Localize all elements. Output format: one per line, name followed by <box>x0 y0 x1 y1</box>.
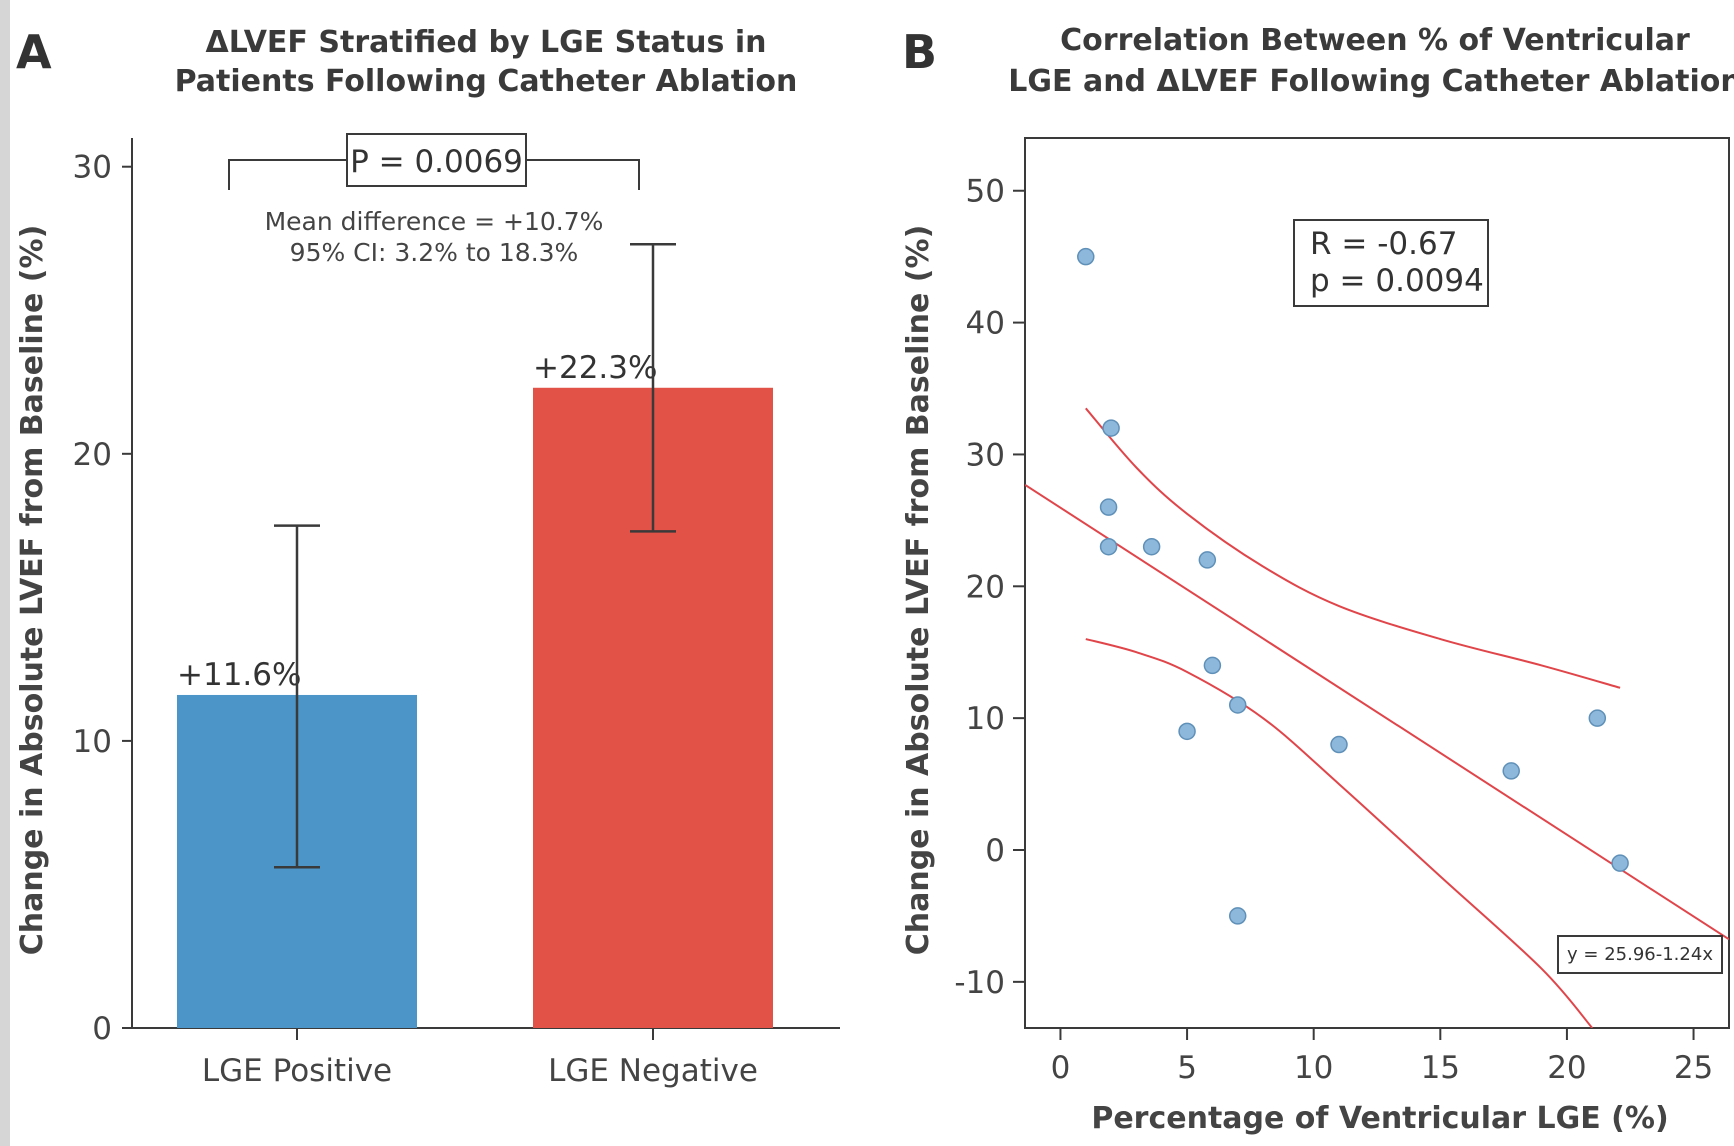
y-tick-label: 30 <box>966 437 1005 473</box>
y-tick-label: 50 <box>966 174 1005 210</box>
y-tick-label: 10 <box>966 701 1005 737</box>
y-tick-label: 20 <box>73 437 112 473</box>
data-point <box>1203 656 1222 675</box>
data-point <box>1077 247 1095 266</box>
y-tick-label: 0 <box>985 833 1005 869</box>
plot-frame <box>1024 137 1730 1029</box>
correlation-r-value: R = -0.67 <box>1310 226 1457 262</box>
x-tick-label: 0 <box>1051 1050 1071 1086</box>
panel-a-title-line2: Patients Following Catheter Ablation <box>175 64 798 99</box>
y-tick-label: 40 <box>966 306 1005 342</box>
chart-canvas: A ΔLVEF Stratified by LGE Status in Pati… <box>15 23 1734 1136</box>
panel-a-y-axis-label: Change in Absolute LVEF from Baseline (%… <box>15 225 50 956</box>
panel-a-mean-difference-note: Mean difference = +10.7% <box>265 207 604 236</box>
y-tick-label: -10 <box>954 965 1005 1001</box>
figure: A ΔLVEF Stratified by LGE Status in Pati… <box>10 0 1734 1146</box>
significance-bracket-left <box>228 159 347 190</box>
x-tick-label: 5 <box>1177 1050 1197 1086</box>
data-point <box>1198 551 1217 569</box>
data-point <box>1102 419 1120 437</box>
x-tick-label: 15 <box>1421 1050 1460 1086</box>
data-point <box>1228 696 1247 714</box>
panel-b-title-line1: Correlation Between % of Ventricular <box>1060 23 1690 58</box>
x-category-label: LGE Negative <box>548 1053 758 1089</box>
panel-a-plot: 0 10 20 30 LGE Positive +11.6% LGE Negative +22… <box>73 133 840 1089</box>
correlation-stats-box <box>1293 219 1489 307</box>
confidence-band-lower <box>1085 638 1594 1028</box>
regression-equation-box <box>1557 935 1723 974</box>
p-value-box <box>346 133 527 187</box>
x-tick-label: 20 <box>1547 1050 1586 1086</box>
panel-b-letter: B <box>902 25 937 79</box>
y-tick-label: 20 <box>966 569 1005 605</box>
data-point <box>1142 537 1161 556</box>
panel-a-confidence-interval-note: 95% CI: 3.2% to 18.3% <box>290 238 579 267</box>
data-point <box>1611 854 1629 872</box>
data-point <box>1178 722 1196 741</box>
y-tick-label: 30 <box>73 150 112 186</box>
panel-b-x-axis-label: Percentage of Ventricular LGE (%) <box>1091 1101 1668 1136</box>
y-tick-label: 0 <box>92 1011 112 1047</box>
data-point <box>1502 762 1520 780</box>
data-point <box>1588 709 1607 727</box>
significance-bracket-right <box>526 159 640 190</box>
confidence-band-upper <box>1085 407 1621 689</box>
bar-value-label: +22.3% <box>533 350 657 386</box>
panel-b-title-line2: LGE and ΔLVEF Following Catheter Ablatio… <box>1008 64 1734 99</box>
x-tick-label: 10 <box>1294 1050 1333 1086</box>
p-value-text: P = 0.0069 <box>350 144 523 180</box>
panel-b-y-axis-label: Change in Absolute LVEF from Baseline (%… <box>901 225 936 956</box>
regression-equation-text: y = 25.96-1.24x <box>1567 944 1713 965</box>
panel-a-letter: A <box>16 25 52 79</box>
y-tick-label: 10 <box>73 724 112 760</box>
x-category-label: LGE Positive <box>202 1053 392 1089</box>
panel-b-plot: 0 5 10 15 20 25 -10 0 10 20 30 40 50 R = -0.67p = 0.0… <box>954 137 1730 1086</box>
data-point <box>1099 537 1118 556</box>
clipped-plot-area <box>1025 247 1729 1028</box>
data-point <box>1228 907 1247 925</box>
x-tick-label: 25 <box>1674 1050 1713 1086</box>
correlation-p-value: p = 0.0094 <box>1310 263 1484 299</box>
bar-value-label: +11.6% <box>177 657 301 693</box>
panel-a-title-line1: ΔLVEF Stratified by LGE Status in <box>206 25 767 60</box>
data-point <box>1099 498 1118 516</box>
data-point <box>1330 735 1348 754</box>
